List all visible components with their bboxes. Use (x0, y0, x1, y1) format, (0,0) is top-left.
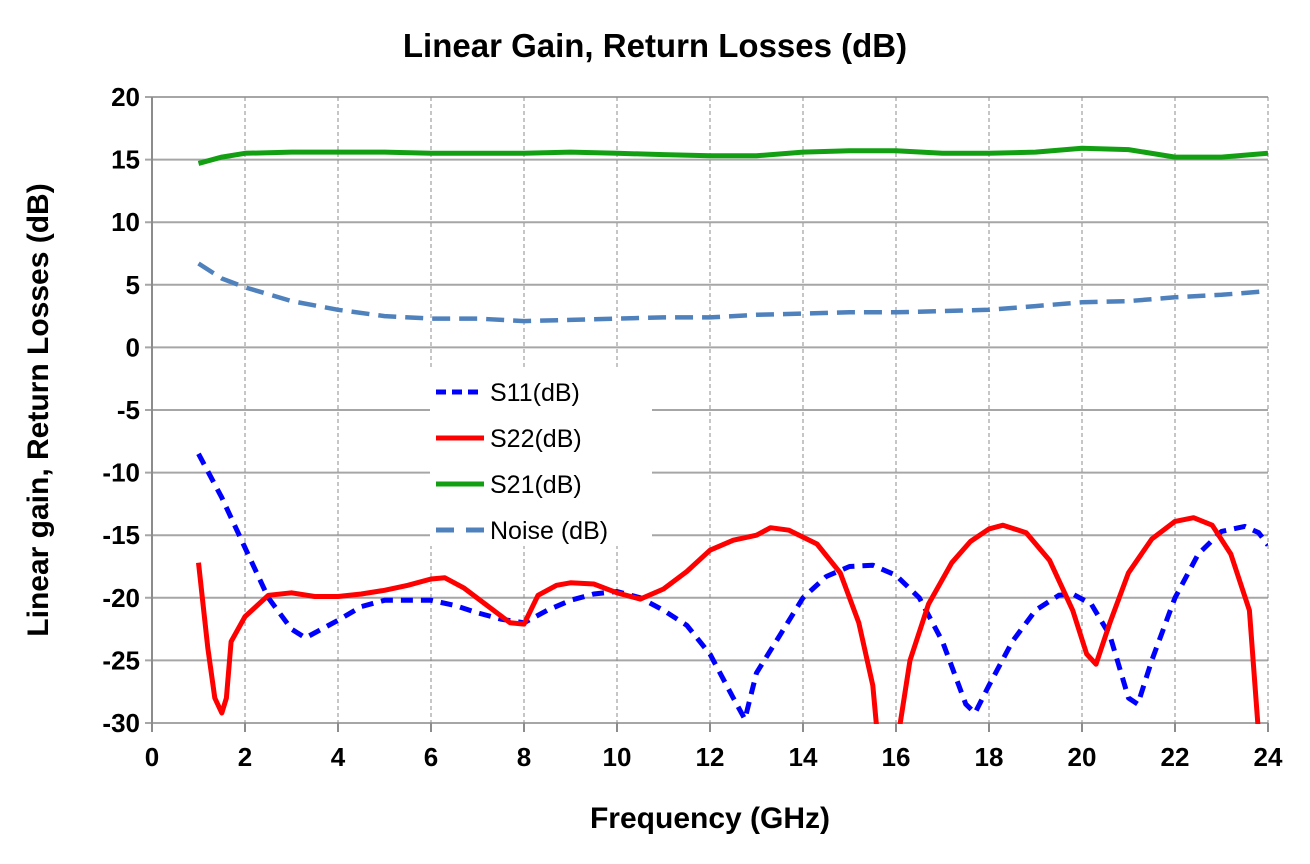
legend-box (430, 368, 652, 546)
y-tick-label: -5 (117, 395, 140, 425)
y-tick-label: -20 (102, 583, 140, 613)
x-tick-label: 16 (882, 742, 911, 772)
x-tick-label: 12 (696, 742, 725, 772)
legend-label: S11(dB) (490, 379, 580, 407)
y-tick-label: -25 (102, 645, 140, 675)
legend: S11(dB) S22(dB) S21(dB) Noise (dB) (430, 368, 652, 546)
y-tick-label: 10 (111, 207, 140, 237)
x-tick-label: 10 (603, 742, 632, 772)
x-tick-label: 14 (789, 742, 818, 772)
series-line-0 (196, 452, 1268, 722)
x-tick-labels: 0 2 4 6 8 10 12 14 16 18 20 22 24 (145, 742, 1283, 772)
y-tick-label: -15 (102, 520, 140, 550)
y-tick-label: 5 (126, 270, 140, 300)
y-tick-label: -30 (102, 708, 140, 738)
y-tick-label: 15 (111, 145, 140, 175)
series-line-3 (197, 261, 1268, 324)
chart-title: Linear Gain, Return Losses (dB) (403, 27, 907, 64)
y-tick-labels: 20 15 10 5 0 -5 -10 -15 -20 -25 -30 (102, 82, 140, 738)
x-tick-label: 20 (1068, 742, 1097, 772)
y-axis-label: Linear gain, Return Losses (dB) (22, 183, 55, 636)
legend-label: S22(dB) (490, 425, 582, 453)
series (196, 145, 1268, 724)
x-axis-label: Frequency (GHz) (590, 802, 830, 835)
x-tick-label: 22 (1161, 742, 1190, 772)
legend-label: Noise (dB) (490, 517, 608, 545)
x-tick-label: 24 (1254, 742, 1283, 772)
y-tick-label: -10 (102, 458, 140, 488)
x-tick-label: 18 (975, 742, 1004, 772)
x-tick-label: 4 (331, 742, 346, 772)
series-line-2 (197, 145, 1268, 166)
series-line-1 (196, 515, 1261, 724)
x-tick-label: 6 (424, 742, 438, 772)
x-tick-label: 2 (238, 742, 252, 772)
grid (145, 96, 1269, 732)
legend-label: S21(dB) (490, 471, 582, 499)
x-tick-label: 0 (145, 742, 159, 772)
x-tick-label: 8 (517, 742, 531, 772)
y-tick-label: 0 (126, 332, 140, 362)
y-tick-label: 20 (111, 82, 140, 112)
